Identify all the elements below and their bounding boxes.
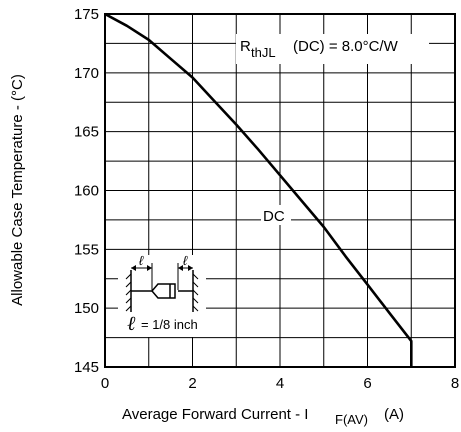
component-body [151, 283, 176, 299]
rth-subscript: thJL [251, 45, 276, 60]
lead-length-inset: ℓ ℓ ℓ = 1/8 inch [118, 253, 206, 337]
left-lead-length-symbol: ℓ [139, 253, 144, 268]
x-tick-label: 0 [101, 375, 109, 392]
right-lead-length-symbol: ℓ [183, 253, 188, 268]
series-label-dc: DC [263, 208, 285, 225]
dc-label-background [261, 205, 291, 225]
rth-value: (DC) = 8.0°C/W [293, 38, 399, 55]
y-tick-label: 165 [74, 124, 99, 141]
y-tick-label: 175 [74, 6, 99, 23]
series-line-dc [104, 12, 413, 367]
y-tick-label: 150 [74, 300, 99, 317]
plot-frame [104, 13, 456, 368]
x-tick-label: 2 [188, 375, 196, 392]
y-tick-label: 170 [74, 65, 99, 82]
y-tick-label: 155 [74, 241, 99, 258]
y-axis-title: Allowable Case Temperature - (°C) [9, 74, 26, 306]
x-tick-label: 6 [363, 375, 371, 392]
x-tick-labels: 0 2 4 6 8 [101, 375, 459, 392]
x-axis-title: Average Forward Current - I [122, 406, 308, 423]
lead-length-symbol: ℓ [127, 313, 136, 335]
rth-annotation: R thJL (DC) = 8.0°C/W [236, 34, 429, 64]
wall-hatching [125, 273, 199, 312]
y-tick-label: 145 [74, 359, 99, 376]
rth-symbol: R [240, 38, 251, 55]
x-tick-label: 4 [276, 375, 284, 392]
y-tick-labels: 145 150 155 160 165 170 175 [74, 6, 99, 376]
lead-length-value: = 1/8 inch [141, 317, 198, 332]
x-tick-label: 8 [451, 375, 459, 392]
dimension-arrowheads [131, 265, 193, 271]
dc-label: DC [261, 205, 291, 225]
y-tick-label: 160 [74, 183, 99, 200]
x-axis-title-unit: (A) [384, 406, 404, 423]
x-axis-title-subscript: F(AV) [335, 412, 368, 427]
rth-annotation-background [236, 34, 429, 64]
